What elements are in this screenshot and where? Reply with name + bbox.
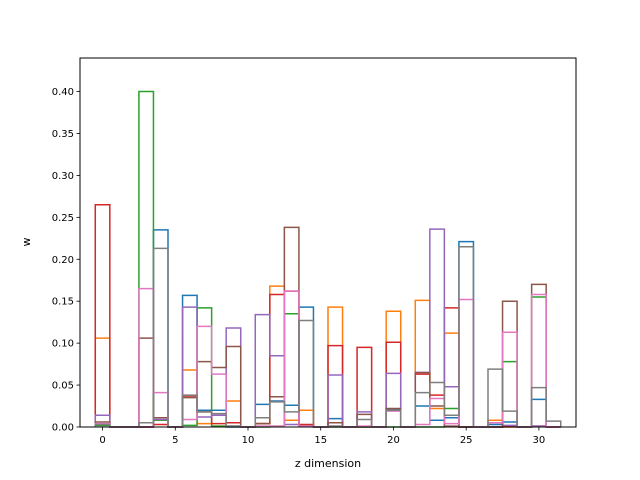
x-tick-label: 15 — [314, 435, 327, 446]
y-tick-label: 0.00 — [52, 423, 74, 434]
y-axis-ticks: 0.00 0.05 0.10 0.15 0.20 0.25 0.30 0.35 0.40 — [52, 87, 80, 434]
x-axis-ticks: 0 5 10 15 20 25 30 — [99, 427, 545, 446]
x-axis-label: z dimension — [295, 457, 361, 470]
y-tick-label: 0.10 — [52, 339, 74, 350]
x-tick-label: 25 — [460, 435, 473, 446]
y-tick-label: 0.25 — [52, 213, 74, 224]
y-tick-label: 0.15 — [52, 297, 74, 308]
x-tick-label: 20 — [387, 435, 400, 446]
y-tick-label: 0.30 — [52, 171, 74, 182]
y-tick-label: 0.20 — [52, 255, 74, 266]
plot-frame — [79, 57, 577, 428]
x-tick-label: 30 — [533, 435, 546, 446]
y-tick-label: 0.05 — [52, 381, 74, 392]
y-axis-label: w — [20, 238, 33, 247]
y-tick-label: 0.40 — [52, 87, 74, 98]
y-tick-label: 0.35 — [52, 129, 74, 140]
x-tick-label: 0 — [99, 435, 105, 446]
x-tick-label: 10 — [242, 435, 255, 446]
x-tick-label: 5 — [172, 435, 178, 446]
